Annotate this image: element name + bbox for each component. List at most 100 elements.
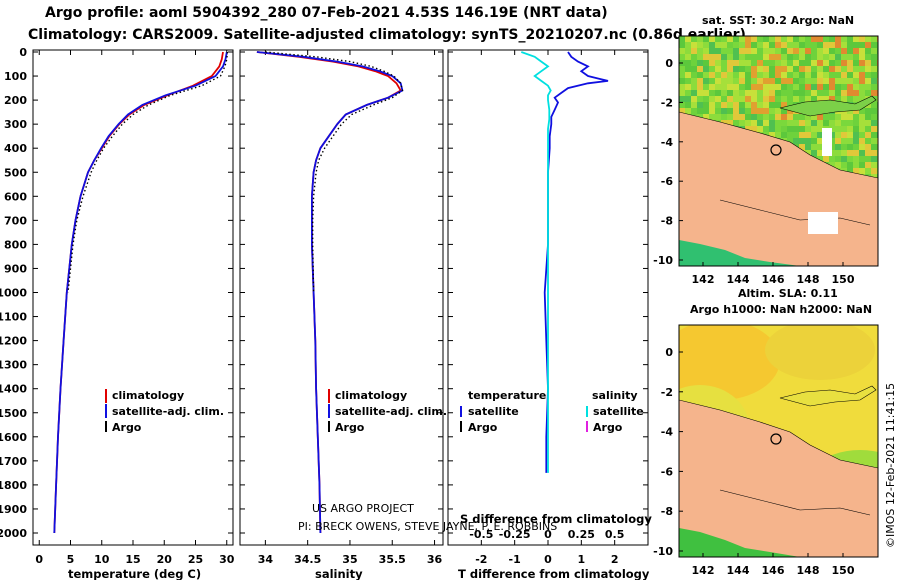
- sst-cell: [715, 84, 721, 90]
- sst-cell: [745, 36, 751, 42]
- depth-tick-label: 300: [4, 118, 27, 131]
- sst-cell: [859, 162, 865, 168]
- sst-cell: [847, 66, 853, 72]
- sst-cell: [757, 66, 763, 72]
- sst-cell: [805, 120, 811, 126]
- legend-climatology: climatology: [335, 389, 407, 402]
- sst-cell: [727, 36, 733, 42]
- temperature-legend: climatology satellite-adj. clim. Argo: [105, 389, 224, 434]
- depth-tick-label: 600: [4, 190, 27, 203]
- sst-cell: [697, 42, 703, 48]
- sst-cell: [727, 120, 733, 126]
- sst-cell: [733, 54, 739, 60]
- sst-cell: [853, 54, 859, 60]
- sst-cell: [769, 132, 775, 138]
- x-tick-label: 0: [544, 553, 552, 566]
- sst-cell: [799, 126, 805, 132]
- sst-cell: [871, 66, 877, 72]
- sst-cell: [817, 120, 823, 126]
- sst-cell: [757, 48, 763, 54]
- sst-cell: [739, 90, 745, 96]
- sst-cell: [679, 72, 685, 78]
- sst-cell: [841, 84, 847, 90]
- sst-cell: [871, 42, 877, 48]
- sst-cell: [733, 78, 739, 84]
- sst-cell: [853, 120, 859, 126]
- depth-tick-label: 800: [4, 238, 27, 251]
- sst-cell: [853, 114, 859, 120]
- sst-cell: [865, 48, 871, 54]
- sst-cell: [865, 84, 871, 90]
- depth-tick-label: 100: [4, 70, 27, 83]
- sst-cell: [685, 108, 691, 114]
- depth-tick-label: 200: [4, 94, 27, 107]
- sst-cell: [781, 114, 787, 120]
- sst-cell: [865, 60, 871, 66]
- x-tick-label: 2: [611, 553, 619, 566]
- sst-cell: [757, 84, 763, 90]
- legend-argo: Argo: [112, 421, 142, 434]
- sst-cell: [805, 66, 811, 72]
- sst-cell: [853, 126, 859, 132]
- sst-cell: [847, 150, 853, 156]
- sst-cell: [733, 42, 739, 48]
- sst-cell: [823, 66, 829, 72]
- sst-cell: [751, 42, 757, 48]
- sst-cell: [775, 72, 781, 78]
- sst-cell: [871, 150, 877, 156]
- sst-cell: [859, 42, 865, 48]
- sst-cell: [853, 150, 859, 156]
- sst-cell: [823, 72, 829, 78]
- sst-cell: [775, 78, 781, 84]
- sst-cell: [847, 36, 853, 42]
- sst-cell: [763, 84, 769, 90]
- sst-cell: [859, 90, 865, 96]
- sst-cell: [823, 48, 829, 54]
- sst-cell: [703, 102, 709, 108]
- map-lat-label: 0: [665, 346, 673, 359]
- sst-cell: [751, 48, 757, 54]
- sst-cell: [751, 84, 757, 90]
- sst-map-title: sat. SST: 30.2 Argo: NaN: [702, 14, 854, 27]
- sst-cell: [823, 114, 829, 120]
- sst-cell: [757, 36, 763, 42]
- sst-cell: [811, 120, 817, 126]
- temperature-series: [53, 51, 229, 534]
- sst-cell: [793, 60, 799, 66]
- sst-cell: [751, 36, 757, 42]
- sst-cell: [769, 48, 775, 54]
- sst-cell: [703, 48, 709, 54]
- sst-cell: [835, 126, 841, 132]
- sst-cell: [775, 42, 781, 48]
- sst-cell: [769, 42, 775, 48]
- depth-tick-label: 1200: [0, 335, 27, 348]
- sst-cell: [721, 78, 727, 84]
- sst-cell: [757, 120, 763, 126]
- sst-cell: [805, 132, 811, 138]
- sst-cell: [751, 96, 757, 102]
- map-lat-label: -4: [661, 426, 674, 439]
- map-lat-label: -2: [661, 386, 673, 399]
- sst-cell: [769, 54, 775, 60]
- sst-cell: [847, 138, 853, 144]
- sst-cell: [853, 96, 859, 102]
- sst-cell: [859, 156, 865, 162]
- sst-cell: [775, 120, 781, 126]
- sst-cell: [859, 36, 865, 42]
- sst-cell: [847, 114, 853, 120]
- sst-cell: [871, 114, 877, 120]
- sst-cell: [859, 120, 865, 126]
- s-tick-label: -0.5: [469, 528, 493, 541]
- s-tick-label: 0: [544, 528, 552, 541]
- sst-cell: [817, 48, 823, 54]
- sst-cell: [871, 72, 877, 78]
- sst-cell: [841, 54, 847, 60]
- sst-cell: [697, 36, 703, 42]
- sst-cell: [721, 66, 727, 72]
- map-lat-label: -6: [661, 175, 674, 188]
- sst-cell: [835, 84, 841, 90]
- sst-cell: [781, 72, 787, 78]
- sst-cell: [787, 102, 793, 108]
- sst-cell: [787, 138, 793, 144]
- sst-cell: [835, 120, 841, 126]
